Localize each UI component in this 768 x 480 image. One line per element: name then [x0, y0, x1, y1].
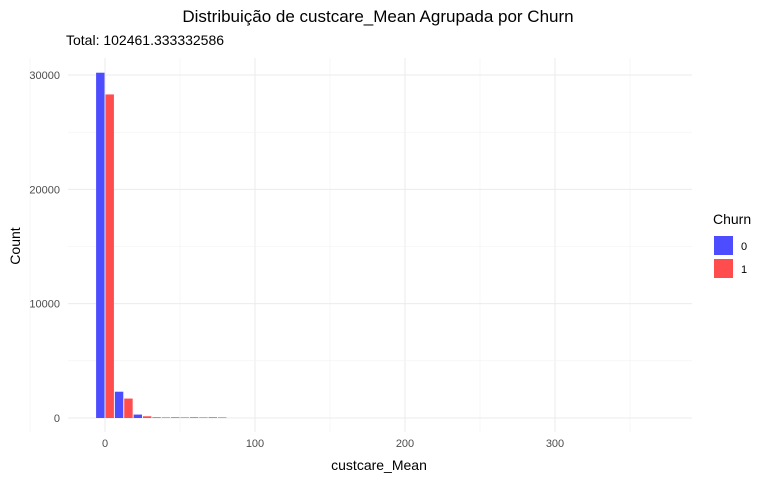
x-tick-label: 100 — [246, 438, 264, 450]
bar-series-0 — [189, 417, 199, 418]
bar-series-0 — [114, 391, 124, 418]
legend-label: 1 — [741, 264, 747, 276]
y-tick-labels: 0 10000 20000 30000 — [29, 70, 60, 425]
grid — [29, 58, 692, 432]
bar-series-1 — [142, 416, 152, 418]
bar-series-0 — [152, 417, 161, 418]
bar-series-0 — [171, 417, 180, 418]
bar-series-1 — [217, 417, 227, 418]
bar-series-1 — [124, 398, 133, 418]
bars — [96, 72, 227, 419]
legend: Churn 0 1 — [713, 211, 751, 278]
bar-series-1 — [180, 417, 189, 418]
legend-title: Churn — [713, 211, 751, 227]
bar-series-0 — [208, 417, 218, 418]
x-tick-label: 0 — [102, 438, 108, 450]
x-tick-label: 200 — [396, 438, 414, 450]
y-tick-label: 20000 — [29, 184, 60, 196]
bar-series-0 — [133, 414, 143, 418]
bar-series-1 — [161, 417, 171, 418]
x-tick-label: 300 — [546, 438, 564, 450]
y-axis-title: Count — [7, 227, 23, 264]
bar-series-1 — [105, 94, 114, 418]
legend-label: 0 — [741, 241, 747, 253]
chart-subtitle: Total: 102461.333332586 — [66, 32, 224, 48]
legend-key-1 — [714, 259, 733, 278]
y-tick-label: 0 — [54, 413, 60, 425]
chart-title: Distribuição de custcare_Mean Agrupada p… — [182, 7, 573, 26]
bar-series-1 — [199, 417, 208, 418]
y-tick-label: 10000 — [29, 299, 60, 311]
x-axis-title: custcare_Mean — [331, 457, 427, 473]
legend-key-0 — [714, 236, 733, 255]
y-tick-label: 30000 — [29, 70, 60, 82]
bar-series-0 — [96, 72, 105, 419]
x-tick-labels: 0 100 200 300 — [102, 438, 564, 450]
